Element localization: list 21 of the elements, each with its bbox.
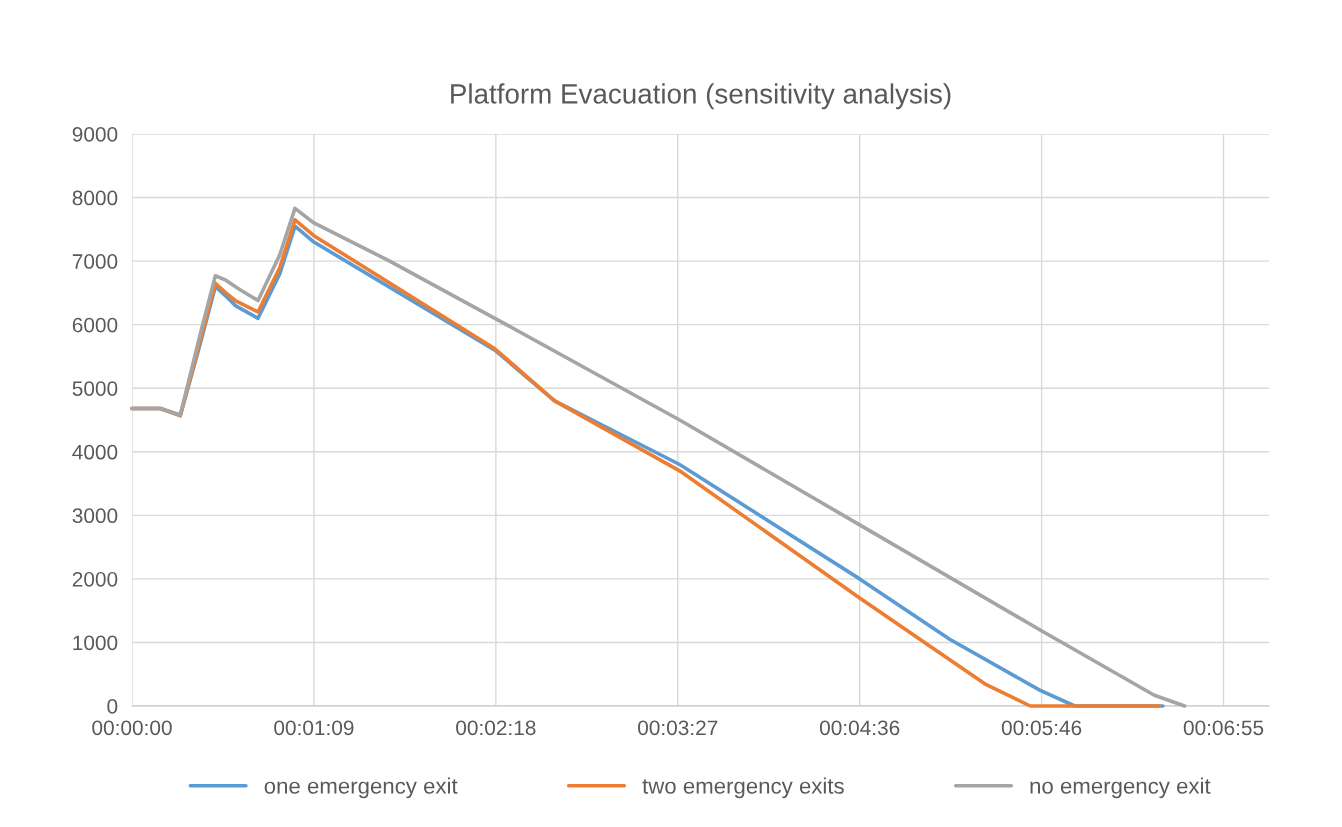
x-tick-label: 00:06:55 <box>1183 720 1264 736</box>
x-tick-label: 00:03:27 <box>638 720 718 736</box>
y-tick-label: 6000 <box>72 317 118 333</box>
x-tick-label: 00:05:46 <box>1001 720 1082 736</box>
y-tick-label: 4000 <box>72 444 118 460</box>
legend-label: two emergency exits <box>642 777 844 799</box>
x-tick-label: 00:01:09 <box>274 720 354 736</box>
legend-label: one emergency exit <box>264 777 458 799</box>
y-tick-label: 0 <box>107 699 118 714</box>
y-tick-label: 2000 <box>72 571 118 587</box>
x-tick-label: 00:00:00 <box>92 720 172 736</box>
legend-label: no emergency exit <box>1030 777 1211 799</box>
chart-title: Platform Evacuation (sensitivity analysis) <box>451 83 951 110</box>
y-tick-label: 8000 <box>72 190 118 206</box>
y-tick-label: 1000 <box>73 635 118 651</box>
x-tick-label: 00:04:36 <box>819 720 900 736</box>
y-tick-label: 3000 <box>72 508 118 524</box>
y-tick-label: 5000 <box>72 381 118 396</box>
y-tick-label: 7000 <box>72 254 118 269</box>
y-tick-label: 9000 <box>72 127 118 142</box>
x-tick-label: 00:02:18 <box>456 720 536 736</box>
